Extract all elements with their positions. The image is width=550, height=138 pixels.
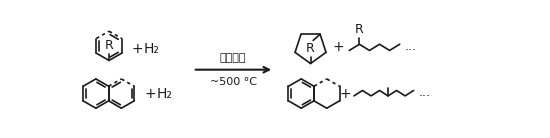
Text: H₂: H₂ xyxy=(144,42,160,56)
Text: R: R xyxy=(306,42,315,55)
Text: ...: ... xyxy=(419,86,430,99)
Text: 固体触媒: 固体触媒 xyxy=(220,53,246,63)
Text: R: R xyxy=(355,23,364,36)
Text: R: R xyxy=(104,39,113,52)
Text: +: + xyxy=(333,40,344,54)
Text: +: + xyxy=(144,87,156,101)
Text: H₂: H₂ xyxy=(157,87,173,101)
Text: +: + xyxy=(131,42,143,56)
Text: ~500 °C: ~500 °C xyxy=(210,77,256,87)
Text: ...: ... xyxy=(405,40,417,53)
Text: +: + xyxy=(339,87,351,101)
